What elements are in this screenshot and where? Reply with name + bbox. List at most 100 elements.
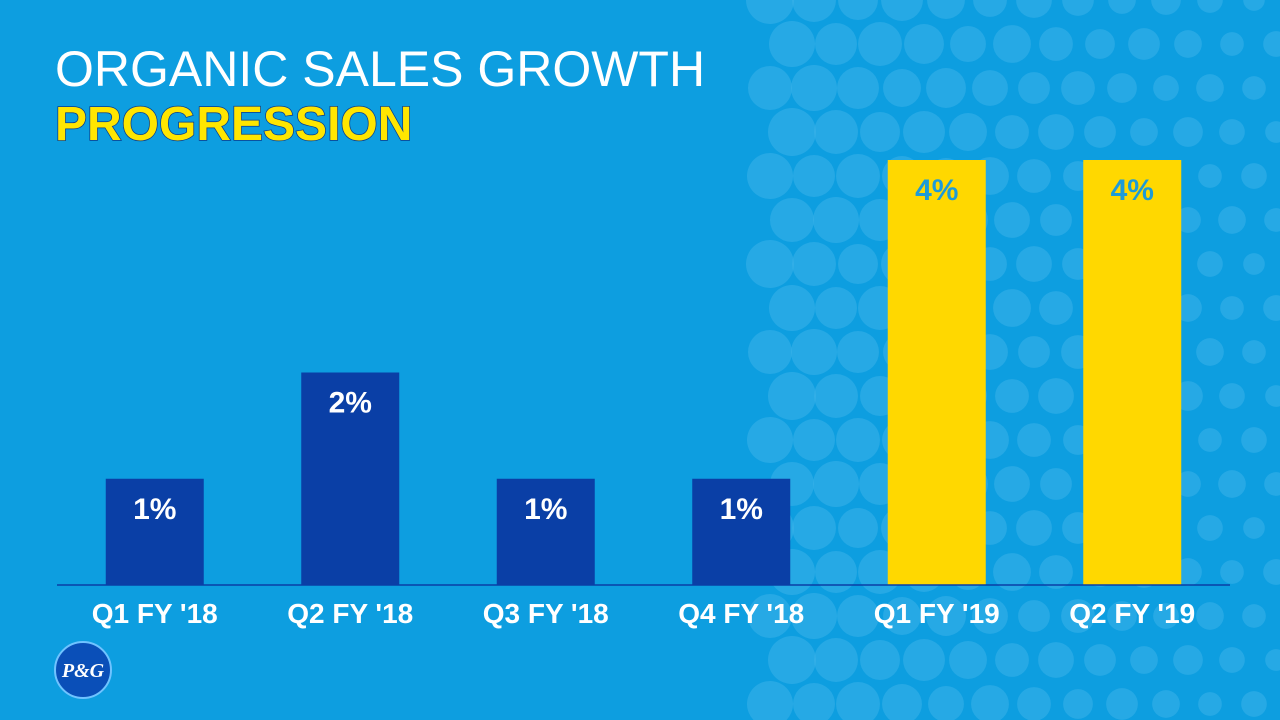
logo: P&G	[54, 641, 112, 699]
decor-dot	[1220, 560, 1244, 584]
decor-dot	[1196, 602, 1224, 630]
chart-title: ORGANIC SALES GROWTH	[55, 41, 705, 97]
decor-dot	[1128, 28, 1160, 60]
decor-dot	[1196, 74, 1224, 102]
decor-dot	[1264, 208, 1280, 232]
decor-dot	[793, 683, 835, 720]
value-label: 1%	[133, 493, 176, 526]
decor-dot	[1062, 0, 1094, 16]
decor-dot	[1242, 76, 1266, 100]
decor-dot	[1263, 295, 1280, 321]
decor-dot	[748, 66, 792, 110]
decor-dot	[1173, 645, 1203, 675]
decor-dot	[950, 26, 986, 62]
decor-dot	[860, 640, 900, 680]
decor-dot	[904, 24, 944, 64]
decor-dot	[793, 155, 835, 197]
decor-dot	[1241, 427, 1267, 453]
decor-dot	[836, 154, 880, 198]
value-label: 4%	[1111, 174, 1154, 207]
decor-dot	[926, 68, 966, 108]
decor-dot	[858, 22, 902, 66]
decor-dot	[1220, 296, 1244, 320]
decor-dot	[1152, 690, 1180, 718]
decor-dot	[1218, 470, 1246, 498]
decor-dot	[1061, 599, 1095, 633]
decor-dot	[792, 506, 836, 550]
decor-dot	[814, 110, 858, 154]
decor-dot	[903, 111, 945, 153]
decor-dot	[973, 0, 1007, 17]
decor-dot	[927, 0, 965, 19]
decor-dot	[903, 639, 945, 681]
bar	[692, 478, 791, 585]
decor-dot	[1084, 116, 1116, 148]
decor-dot	[792, 0, 836, 22]
decor-dot	[770, 198, 814, 242]
value-label: 1%	[524, 493, 567, 526]
decor-dot	[1016, 510, 1052, 546]
decor-dot	[747, 153, 793, 199]
decor-dot	[1017, 423, 1051, 457]
decor-dot	[1196, 338, 1224, 366]
decor-dot	[1243, 0, 1265, 11]
decor-dot	[748, 594, 792, 638]
decor-dot	[814, 638, 858, 682]
decor-dot	[1243, 517, 1265, 539]
bar	[105, 478, 204, 585]
decor-dot	[1063, 689, 1093, 719]
decor-dot	[882, 684, 922, 720]
decor-dot	[836, 418, 880, 462]
decor-dot	[1198, 692, 1222, 716]
decor-dot	[838, 244, 878, 284]
decor-dot	[1061, 71, 1095, 105]
decor-dot	[1130, 118, 1158, 146]
decor-dot	[1153, 75, 1179, 101]
decor-dot	[1197, 0, 1223, 13]
decor-dot	[926, 596, 966, 636]
decor-dot	[1243, 253, 1265, 275]
decor-dot	[1218, 206, 1246, 234]
decor-dot	[1175, 207, 1201, 233]
decor-dot	[1018, 72, 1050, 104]
x-tick-label: Q3 FY '18	[483, 598, 609, 629]
decor-dot	[1107, 73, 1137, 103]
decor-dot	[994, 466, 1030, 502]
decor-dot	[746, 240, 794, 288]
decor-dot	[1173, 117, 1203, 147]
decor-dot	[1038, 378, 1074, 414]
x-tick-label: Q4 FY '18	[678, 598, 804, 629]
decor-dot	[838, 0, 878, 20]
decor-dot	[837, 331, 879, 373]
decor-dot	[994, 202, 1030, 238]
decor-dot	[769, 285, 815, 331]
decor-dot	[1018, 336, 1050, 368]
decor-dot	[815, 287, 857, 329]
decor-dot	[1265, 649, 1280, 671]
decor-dot	[949, 641, 987, 679]
decor-dot	[883, 597, 921, 635]
decor-dot	[748, 330, 792, 374]
decor-dot	[1242, 340, 1266, 364]
decor-dot	[793, 419, 835, 461]
decor-dot	[838, 508, 878, 548]
decor-dot	[1174, 30, 1202, 58]
decor-dot	[1197, 251, 1223, 277]
x-tick-label: Q1 FY '18	[92, 598, 218, 629]
decor-dot	[1107, 601, 1137, 631]
decor-dot	[1108, 0, 1136, 14]
decor-dot	[1085, 29, 1115, 59]
decor-dot	[1017, 687, 1051, 720]
decor-dot	[1039, 291, 1073, 325]
decor-dot	[995, 643, 1029, 677]
value-label: 1%	[720, 493, 763, 526]
decor-dot	[836, 682, 880, 720]
decor-dot	[1151, 0, 1181, 15]
decor-dot	[949, 113, 987, 151]
decor-dot	[1241, 691, 1267, 717]
decor-dot	[1039, 27, 1073, 61]
decor-dot	[1198, 164, 1222, 188]
decor-dot	[747, 681, 793, 720]
